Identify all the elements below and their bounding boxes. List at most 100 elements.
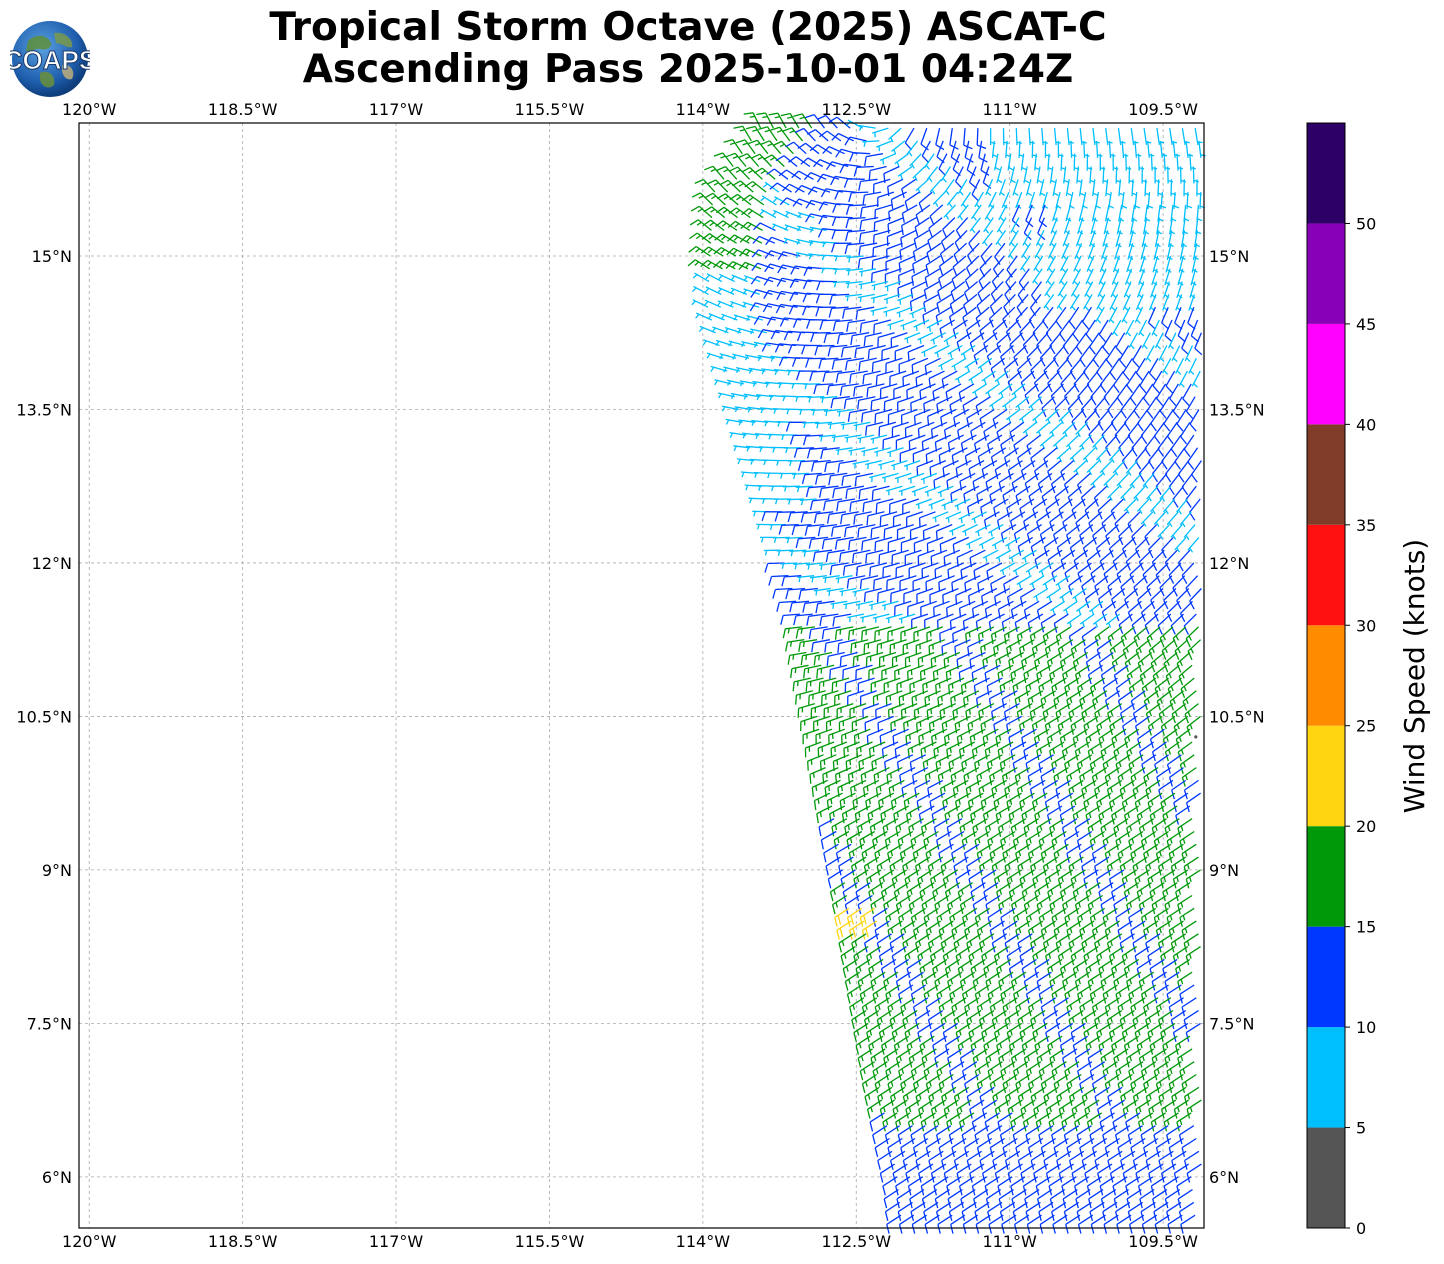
wind-barb <box>772 536 790 543</box>
wind-barb <box>1099 1112 1115 1132</box>
wind-barb <box>938 255 954 276</box>
wind-barb <box>1065 434 1080 450</box>
wind-barb <box>902 370 920 387</box>
wind-barb <box>1030 357 1044 380</box>
wind-barb <box>915 178 930 194</box>
wind-barb <box>842 306 862 319</box>
wind-barb <box>1032 498 1048 519</box>
wind-barb <box>813 383 834 395</box>
wind-barb <box>859 830 875 850</box>
lat-tick-label-right: 7.5°N <box>1209 1014 1254 1033</box>
wind-barb <box>995 549 1012 563</box>
wind-barb <box>1005 408 1021 423</box>
wind-barb <box>1109 357 1121 381</box>
wind-barb <box>1081 1086 1097 1106</box>
lon-tick-label-bottom: 118.5°W <box>208 1232 278 1251</box>
wind-barb <box>1114 511 1128 533</box>
wind-barb <box>691 192 714 206</box>
wind-barb <box>776 549 794 556</box>
wind-barb <box>1066 1073 1082 1094</box>
wind-barb <box>938 1073 954 1094</box>
wind-barb <box>1036 332 1049 355</box>
wind-barb <box>766 316 789 326</box>
wind-barb <box>996 332 1011 353</box>
wind-barb <box>1005 319 1020 341</box>
wind-barb <box>1025 562 1041 576</box>
wind-barb <box>1179 166 1187 184</box>
wind-barb <box>869 1112 885 1132</box>
wind-barb <box>1063 1125 1080 1145</box>
wind-barb <box>915 1086 931 1106</box>
wind-barb <box>836 702 854 719</box>
wind-barb <box>1000 345 1014 366</box>
colorbar-bin <box>1307 625 1345 726</box>
wind-barb <box>1007 460 1023 480</box>
wind-barb <box>913 229 930 249</box>
wind-barb <box>828 306 849 318</box>
wind-barb <box>1165 370 1176 394</box>
wind-barb <box>888 779 905 798</box>
wind-barb <box>845 280 863 289</box>
wind-barb <box>1040 690 1057 709</box>
wind-barb <box>1058 1099 1074 1119</box>
wind-barb <box>838 715 856 732</box>
wind-barb <box>899 843 916 863</box>
wind-barb <box>809 144 833 155</box>
wind-barb <box>1076 754 1093 774</box>
wind-barb <box>969 1099 985 1119</box>
wind-barb <box>834 190 856 200</box>
wind-barb <box>1046 255 1057 273</box>
lon-tick-label-top: 109.5°W <box>1128 100 1198 119</box>
wind-barb <box>1185 575 1199 597</box>
wind-barb <box>1121 447 1135 470</box>
wind-barb <box>939 319 956 339</box>
wind-barb <box>1070 792 1086 812</box>
wind-barb <box>982 651 999 670</box>
wind-barb <box>914 856 931 876</box>
wind-barb <box>991 140 998 158</box>
wind-barb <box>745 445 763 452</box>
wind-barb <box>861 536 880 551</box>
wind-barb <box>1137 1112 1154 1132</box>
wind-barb <box>1071 1163 1087 1183</box>
wind-barb <box>870 293 888 304</box>
wind-barb <box>951 843 967 863</box>
wind-barb <box>1118 524 1132 546</box>
wind-barb <box>904 332 921 344</box>
wind-barb <box>1096 294 1106 311</box>
wind-barb <box>1129 383 1141 406</box>
wind-barb <box>826 587 844 596</box>
wind-barb <box>869 600 886 610</box>
wind-barb <box>1102 332 1113 355</box>
wind-barb <box>908 818 924 837</box>
wind-barb <box>1032 268 1043 285</box>
wind-barb <box>1161 639 1176 660</box>
wind-barb <box>760 195 777 206</box>
wind-barb <box>964 268 979 290</box>
wind-barb <box>1003 626 1020 645</box>
wind-barb <box>734 406 752 413</box>
wind-barb <box>1038 754 1054 773</box>
wind-barb <box>1148 1099 1164 1119</box>
wind-barb <box>1143 690 1159 711</box>
wind-barb <box>704 286 722 295</box>
wind-barb <box>984 741 1001 760</box>
wind-barb <box>1066 767 1082 786</box>
wind-barb <box>799 498 817 506</box>
wind-barb <box>943 1099 959 1119</box>
wind-barb <box>713 152 734 167</box>
wind-barb <box>855 1035 871 1055</box>
wind-barb <box>814 472 835 485</box>
wind-barb <box>1047 549 1063 570</box>
wind-barb <box>935 127 945 151</box>
wind-barb <box>912 575 930 591</box>
wind-barb <box>811 779 828 797</box>
wind-barb <box>1092 524 1107 545</box>
wind-barb <box>789 549 807 557</box>
wind-barb <box>954 498 971 511</box>
wind-barb <box>1043 357 1057 380</box>
wind-barb <box>970 805 986 824</box>
wind-barb <box>863 639 882 654</box>
wind-barb <box>897 396 915 412</box>
wind-barb <box>763 154 785 167</box>
